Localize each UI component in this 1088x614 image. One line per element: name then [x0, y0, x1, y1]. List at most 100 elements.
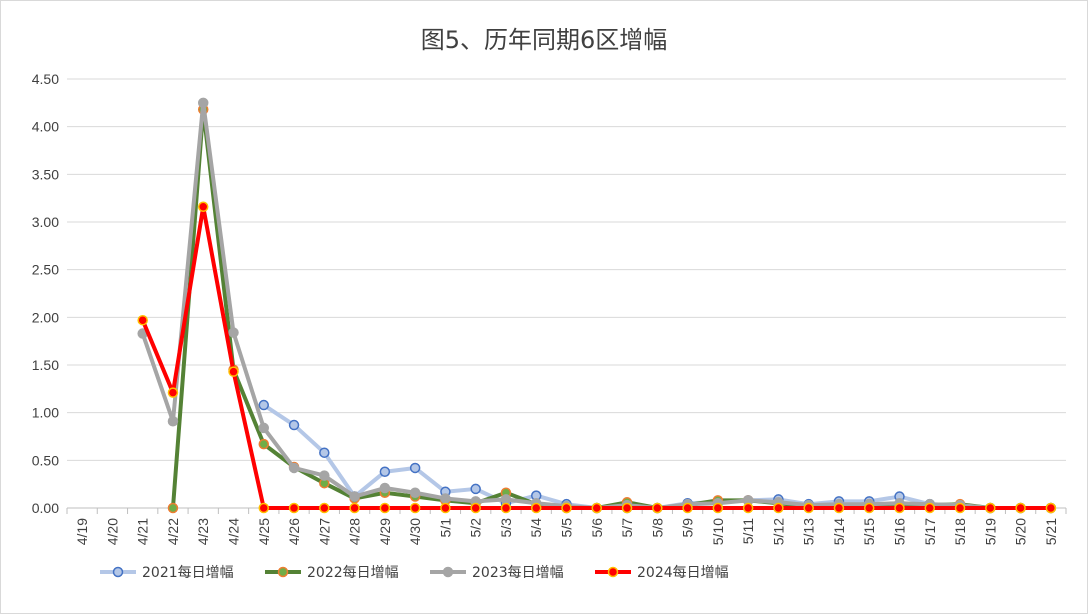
- y-tick-label: 4.50: [32, 71, 59, 87]
- y-tick-label: 0.50: [32, 452, 59, 468]
- data-point: [288, 462, 300, 474]
- legend: 2021每日增幅 2022每日增幅 2023每日增幅 2024每日增幅: [100, 565, 729, 581]
- x-tick-label: 5/7: [619, 518, 635, 538]
- data-point: [319, 447, 330, 458]
- x-tick-label: 5/14: [831, 518, 847, 545]
- x-tick-label: 4/30: [407, 518, 423, 545]
- series-4: [137, 201, 1057, 514]
- data-point: [409, 502, 421, 514]
- legend-label: 2021每日增幅: [142, 565, 234, 581]
- legend-marker: [442, 566, 454, 578]
- series-line: [170, 107, 1053, 510]
- y-tick-label: 0.00: [32, 500, 59, 516]
- data-point: [924, 502, 936, 514]
- legend-marker: [277, 566, 289, 578]
- legend-marker: [112, 566, 124, 578]
- x-tick-label: 5/8: [649, 518, 665, 538]
- data-point: [319, 502, 330, 514]
- x-tick-label: 5/6: [589, 518, 605, 538]
- data-point: [167, 415, 179, 427]
- data-point: [349, 502, 360, 514]
- y-axis-ticks: 0.00 0.50 1.00 1.50 2.00 2.50 3.00 3.50 4.00 4.50: [32, 71, 59, 516]
- data-point: [258, 422, 270, 434]
- series-line: [140, 100, 1053, 510]
- x-tick-label: 5/21: [1043, 518, 1059, 545]
- y-tick-label: 1.00: [32, 405, 59, 421]
- x-tick-label: 5/15: [861, 518, 877, 545]
- data-point: [682, 502, 693, 514]
- series-2: [167, 104, 1057, 514]
- x-tick-label: 5/5: [559, 518, 575, 538]
- x-tick-label: 4/22: [165, 518, 181, 545]
- data-point: [894, 502, 905, 514]
- y-tick-label: 2.00: [32, 309, 59, 325]
- data-point: [288, 419, 300, 431]
- data-point: [258, 438, 270, 450]
- data-point: [197, 97, 209, 109]
- data-point: [167, 387, 179, 398]
- data-point: [409, 487, 421, 498]
- data-point: [500, 502, 512, 514]
- x-tick-label: 5/19: [982, 518, 998, 545]
- data-point: [803, 502, 814, 514]
- data-point: [1045, 502, 1057, 514]
- y-tick-label: 4.00: [32, 119, 59, 135]
- data-point: [440, 493, 451, 504]
- data-point: [228, 366, 239, 377]
- x-tick-label: 4/29: [377, 518, 393, 545]
- series-line: [140, 204, 1053, 510]
- data-point: [319, 470, 330, 481]
- data-point: [621, 502, 633, 514]
- legend-item: 2023每日增幅: [430, 565, 564, 581]
- x-tick-label: 4/24: [226, 518, 242, 545]
- data-point: [470, 502, 481, 514]
- series-3: [137, 97, 1057, 514]
- data-point: [652, 502, 663, 514]
- data-point: [470, 483, 481, 495]
- data-point: [440, 502, 451, 514]
- data-point: [137, 314, 148, 326]
- x-tick-label: 5/3: [498, 518, 514, 538]
- legend-label: 2023每日增幅: [472, 565, 564, 581]
- x-tick-label: 5/10: [710, 518, 726, 545]
- x-tick-label: 4/25: [256, 518, 272, 545]
- x-tick-label: 5/16: [892, 518, 908, 545]
- y-tick-label: 2.50: [32, 262, 59, 278]
- series-group: [137, 97, 1057, 514]
- x-axis-ticks: 4/19 4/20 4/21 4/22 4/23 4/24 4/25 4/26 4/27 4/28…: [74, 518, 1059, 545]
- y-tick-label: 3.00: [32, 214, 59, 230]
- data-point: [379, 502, 391, 514]
- x-tick-label: 4/20: [104, 518, 120, 545]
- x-tick-label: 5/18: [952, 518, 968, 545]
- data-point: [591, 502, 603, 514]
- data-point: [500, 494, 512, 505]
- gridlines: [67, 78, 1066, 461]
- data-point: [379, 482, 391, 494]
- data-point: [167, 502, 179, 514]
- data-point: [985, 502, 996, 514]
- data-point: [197, 201, 209, 212]
- data-point: [954, 502, 966, 514]
- y-tick-label: 3.50: [32, 166, 59, 182]
- data-point: [379, 466, 391, 478]
- data-point: [561, 502, 572, 514]
- x-tick-label: 5/12: [770, 518, 786, 545]
- legend-item: 2021每日增幅: [100, 565, 234, 581]
- x-tick-label: 4/19: [74, 518, 90, 545]
- data-point: [530, 502, 542, 514]
- data-point: [228, 327, 239, 338]
- data-point: [288, 502, 300, 514]
- data-point: [349, 491, 360, 502]
- data-point: [712, 502, 724, 514]
- x-tick-label: 4/21: [135, 518, 151, 545]
- legend-marker: [607, 566, 619, 578]
- data-point: [773, 502, 784, 514]
- x-tick-label: 4/28: [347, 518, 363, 545]
- legend-item: 2022每日增幅: [265, 565, 399, 581]
- x-tick-label: 5/4: [528, 518, 544, 538]
- x-tick-label: 5/2: [468, 518, 484, 538]
- data-point: [409, 462, 421, 474]
- x-tick-label: 5/11: [740, 518, 756, 544]
- legend-label: 2024每日增幅: [637, 565, 729, 581]
